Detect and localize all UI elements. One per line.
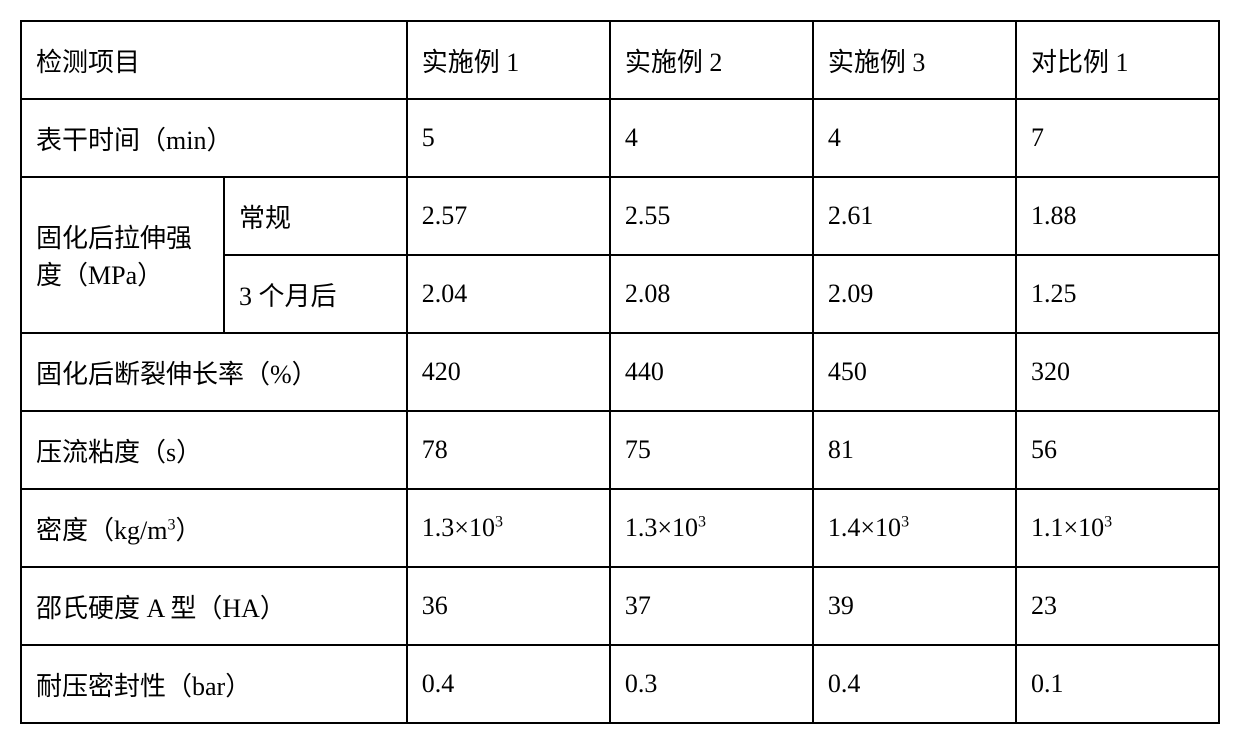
table-row: 压流粘度（s） 78 75 81 56 [21, 411, 1219, 489]
cell-density-cmp1: 1.1×103 [1016, 489, 1219, 567]
density-ex1-base: 1.3×10 [422, 513, 495, 542]
row-sublabel-tensile-normal: 常规 [224, 177, 407, 255]
cell-density-ex3: 1.4×103 [813, 489, 1016, 567]
cell-viscosity-cmp1: 56 [1016, 411, 1219, 489]
density-cmp1-base: 1.1×10 [1031, 513, 1104, 542]
row-label-pressure-seal: 耐压密封性（bar） [21, 645, 407, 723]
data-table: 检测项目 实施例 1 实施例 2 实施例 3 对比例 1 表干时间（min） 5… [20, 20, 1220, 724]
row-label-hardness: 邵氏硬度 A 型（HA） [21, 567, 407, 645]
cell-tensile-normal-cmp1: 1.88 [1016, 177, 1219, 255]
row-label-elongation: 固化后断裂伸长率（%） [21, 333, 407, 411]
cell-tensile-3month-ex3: 2.09 [813, 255, 1016, 333]
cell-viscosity-ex1: 78 [407, 411, 610, 489]
header-ex2: 实施例 2 [610, 21, 813, 99]
row-sublabel-tensile-3month: 3 个月后 [224, 255, 407, 333]
cell-viscosity-ex2: 75 [610, 411, 813, 489]
cell-hardness-ex3: 39 [813, 567, 1016, 645]
table-row: 固化后断裂伸长率（%） 420 440 450 320 [21, 333, 1219, 411]
cell-pressure-ex3: 0.4 [813, 645, 1016, 723]
cell-tensile-normal-ex1: 2.57 [407, 177, 610, 255]
cell-pressure-cmp1: 0.1 [1016, 645, 1219, 723]
cell-elongation-ex1: 420 [407, 333, 610, 411]
cell-pressure-ex1: 0.4 [407, 645, 610, 723]
density-label-prefix: 密度（kg/m [36, 516, 167, 545]
cell-viscosity-ex3: 81 [813, 411, 1016, 489]
cell-tensile-normal-ex3: 2.61 [813, 177, 1016, 255]
cell-elongation-ex3: 450 [813, 333, 1016, 411]
density-ex2-sup: 3 [698, 513, 706, 530]
header-cmp1: 对比例 1 [1016, 21, 1219, 99]
row-label-viscosity: 压流粘度（s） [21, 411, 407, 489]
table-row: 耐压密封性（bar） 0.4 0.3 0.4 0.1 [21, 645, 1219, 723]
density-ex2-base: 1.3×10 [625, 513, 698, 542]
cell-elongation-cmp1: 320 [1016, 333, 1219, 411]
header-label: 检测项目 [21, 21, 407, 99]
cell-density-ex1: 1.3×103 [407, 489, 610, 567]
cell-dry-time-ex3: 4 [813, 99, 1016, 177]
density-ex3-sup: 3 [901, 513, 909, 530]
cell-tensile-3month-ex2: 2.08 [610, 255, 813, 333]
row-label-density: 密度（kg/m3） [21, 489, 407, 567]
table-row: 密度（kg/m3） 1.3×103 1.3×103 1.4×103 1.1×10… [21, 489, 1219, 567]
density-ex3-base: 1.4×10 [828, 513, 901, 542]
density-cmp1-sup: 3 [1104, 513, 1112, 530]
cell-hardness-cmp1: 23 [1016, 567, 1219, 645]
row-group-label-tensile: 固化后拉伸强度（MPa） [21, 177, 224, 333]
table-row: 表干时间（min） 5 4 4 7 [21, 99, 1219, 177]
row-label-dry-time: 表干时间（min） [21, 99, 407, 177]
cell-density-ex2: 1.3×103 [610, 489, 813, 567]
table-row: 固化后拉伸强度（MPa） 常规 2.57 2.55 2.61 1.88 [21, 177, 1219, 255]
cell-pressure-ex2: 0.3 [610, 645, 813, 723]
table-header-row: 检测项目 实施例 1 实施例 2 实施例 3 对比例 1 [21, 21, 1219, 99]
cell-hardness-ex1: 36 [407, 567, 610, 645]
density-label-suffix: ） [175, 516, 201, 545]
cell-dry-time-ex2: 4 [610, 99, 813, 177]
table-row: 邵氏硬度 A 型（HA） 36 37 39 23 [21, 567, 1219, 645]
cell-elongation-ex2: 440 [610, 333, 813, 411]
cell-dry-time-cmp1: 7 [1016, 99, 1219, 177]
cell-tensile-3month-cmp1: 1.25 [1016, 255, 1219, 333]
cell-hardness-ex2: 37 [610, 567, 813, 645]
density-ex1-sup: 3 [495, 513, 503, 530]
cell-tensile-3month-ex1: 2.04 [407, 255, 610, 333]
header-ex1: 实施例 1 [407, 21, 610, 99]
cell-dry-time-ex1: 5 [407, 99, 610, 177]
header-ex3: 实施例 3 [813, 21, 1016, 99]
cell-tensile-normal-ex2: 2.55 [610, 177, 813, 255]
